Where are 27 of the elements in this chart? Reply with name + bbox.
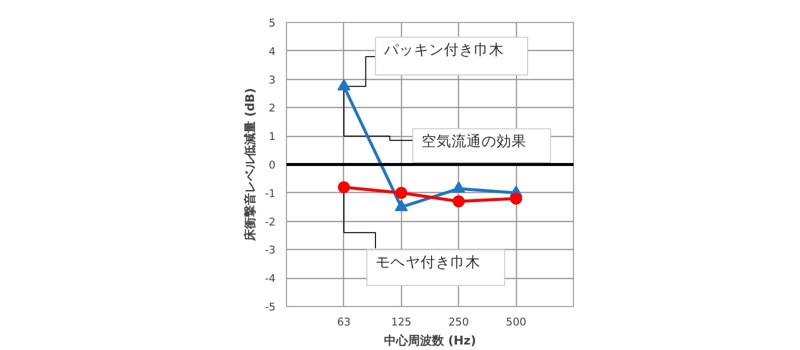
y-tick-label: -3	[264, 244, 276, 257]
x-tick-label: 500	[506, 316, 526, 328]
x-tick-label: 63	[337, 316, 351, 328]
point	[338, 181, 350, 194]
annotation: パッキン付き巾木	[383, 42, 504, 59]
y-tick-label: -2	[264, 215, 276, 228]
point	[337, 78, 350, 90]
x-tick-label: 125	[391, 316, 412, 328]
y-axis-title: 床衝撃音レベル低減量 (dB)	[242, 88, 257, 242]
annotation: 空気流通の効果	[421, 132, 526, 150]
annotation: モヘヤ付き巾木	[375, 254, 480, 271]
y-tick-label: 3	[268, 73, 276, 86]
point	[510, 192, 522, 205]
y-tick-label: 4	[268, 44, 276, 58]
y-tick-label: 2	[268, 102, 276, 115]
y-tick-label: 0	[268, 158, 276, 172]
y-tick-label: 5	[268, 16, 276, 30]
x-axis-title: 中心周波数 (Hz)	[384, 334, 476, 348]
y-tick-label: -4	[264, 272, 276, 286]
point	[394, 200, 408, 212]
y-tick-label: -1	[264, 186, 276, 200]
point	[452, 181, 466, 193]
y-tick-label: -5	[264, 300, 276, 314]
point	[395, 186, 408, 199]
point	[452, 195, 465, 208]
x-tick-label: 250	[448, 316, 470, 328]
y-tick-label: 1	[268, 130, 276, 144]
